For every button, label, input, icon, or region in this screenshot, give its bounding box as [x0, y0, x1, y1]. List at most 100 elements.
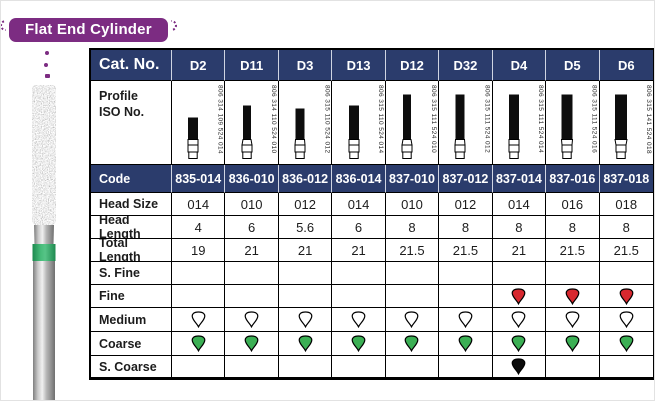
head-size-cell-d5: 016 — [546, 193, 600, 216]
column-header-d6: D6 — [599, 50, 653, 81]
coarse-cell-d5 — [546, 332, 600, 356]
medium-cell-d2 — [172, 308, 226, 332]
profile-drawing-cell-d32: 806 315 111 524 012 — [439, 81, 493, 165]
bur-profile-icon — [348, 105, 360, 159]
grit-diamond-icon — [405, 335, 419, 352]
profile-drawing-cell-d5: 806 315 111 524 016 — [546, 81, 600, 165]
code-cell-d11: 836-010 — [225, 165, 279, 193]
profile-drawing-cell-d3: 806 315 110 524 012 — [278, 81, 333, 165]
iso-number: 806 315 110 524 014 — [376, 85, 384, 154]
profile-drawing-cell-d2: 806 314 109 524 014 — [172, 81, 226, 165]
coarse-cell-d4 — [492, 332, 547, 356]
iso-number: 806 315 111 524 010 — [430, 85, 438, 154]
decorative-dot — [45, 74, 50, 78]
grit-diamond-icon — [458, 335, 473, 352]
grit-diamond-icon — [458, 311, 473, 328]
grit-diamond-icon — [191, 335, 206, 352]
grit-diamond-icon — [619, 287, 634, 305]
head-length-cell-d4: 8 — [492, 216, 547, 239]
head-length-cell-d12: 8 — [385, 216, 440, 239]
table-corner-header: Cat. No. — [91, 50, 172, 81]
profile-drawing-cell-d6: 806 315 141 524 018 — [599, 81, 653, 165]
s-coarse-cell-d3 — [278, 356, 333, 378]
grit-diamond-icon — [405, 311, 419, 328]
page-title: Flat End Cylinder — [9, 18, 168, 42]
head-length-cell-d3: 5.6 — [278, 216, 333, 239]
bur-profile-icon — [454, 94, 466, 159]
grit-diamond-icon — [298, 335, 312, 352]
grit-diamond-icon — [565, 335, 580, 352]
head-size-cell-d32: 012 — [439, 193, 493, 216]
code-cell-d2: 835-014 — [172, 165, 226, 193]
column-header-d12: D12 — [385, 50, 440, 81]
code-cell-d32: 837-012 — [439, 165, 493, 193]
column-header-d3: D3 — [278, 50, 333, 81]
row-label-head-length: Head Length — [91, 216, 172, 239]
fine-cell-d13 — [332, 285, 386, 308]
head-size-cell-d4: 014 — [492, 193, 547, 216]
fine-cell-d32 — [439, 285, 493, 308]
row-label-profile-iso: Profile ISO No. — [91, 81, 172, 165]
head-size-cell-d3: 012 — [278, 193, 333, 216]
iso-number: 806 315 141 524 018 — [644, 85, 652, 155]
grit-diamond-icon — [298, 311, 312, 328]
head-size-cell-d2: 014 — [172, 193, 226, 216]
grit-diamond-icon — [512, 311, 526, 328]
medium-cell-d11 — [225, 308, 279, 332]
iso-number: 806 315 110 524 012 — [323, 85, 331, 154]
profile-drawing-cell-d12: 806 315 111 524 010 — [385, 81, 440, 165]
grit-diamond-icon — [351, 335, 366, 352]
column-header-d13: D13 — [332, 50, 386, 81]
medium-cell-d4 — [492, 308, 547, 332]
s-fine-cell-d13 — [332, 262, 386, 285]
fine-cell-d6 — [599, 285, 653, 308]
medium-cell-d6 — [599, 308, 653, 332]
bur-profile-icon — [508, 94, 520, 159]
spec-table: Cat. No. D2 D11 D3 D13 D12 D32 D4 D5 D6 Profile ISO… — [89, 48, 654, 380]
grit-diamond-icon — [244, 311, 259, 328]
total-length-cell-d11: 21 — [225, 239, 279, 262]
s-fine-cell-d32 — [439, 262, 493, 285]
code-cell-d4: 837-014 — [492, 165, 547, 193]
s-coarse-cell-d11 — [225, 356, 279, 378]
grit-diamond-icon — [619, 335, 634, 352]
row-label-code: Code — [91, 165, 172, 193]
total-length-cell-d4: 21 — [492, 239, 547, 262]
s-fine-cell-d6 — [599, 262, 653, 285]
medium-cell-d3 — [278, 308, 333, 332]
bur-profile-icon — [614, 94, 628, 159]
column-header-d11: D11 — [225, 50, 279, 81]
profile-drawing-cell-d11: 806 314 110 524 010 — [225, 81, 279, 165]
bur-profile-icon — [401, 94, 413, 159]
grit-diamond-icon — [512, 287, 526, 305]
medium-cell-d13 — [332, 308, 386, 332]
s-fine-cell-d2 — [172, 262, 226, 285]
head-size-cell-d12: 010 — [385, 193, 440, 216]
head-length-cell-d6: 8 — [599, 216, 653, 239]
decorative-dot — [44, 63, 48, 67]
s-fine-cell-d3 — [278, 262, 333, 285]
iso-number: 806 314 110 524 010 — [269, 85, 277, 154]
medium-cell-d12 — [385, 308, 440, 332]
coarse-cell-d11 — [225, 332, 279, 356]
profile-drawing-cell-d13: 806 315 110 524 014 — [332, 81, 386, 165]
grit-diamond-icon — [244, 335, 259, 352]
column-header-d32: D32 — [439, 50, 493, 81]
coarse-cell-d12 — [385, 332, 440, 356]
total-length-cell-d12: 21.5 — [385, 239, 440, 262]
fine-cell-d2 — [172, 285, 226, 308]
head-length-cell-d11: 6 — [225, 216, 279, 239]
medium-cell-d5 — [546, 308, 600, 332]
bur-profile-icon — [294, 108, 306, 159]
s-coarse-cell-d4 — [492, 356, 547, 378]
s-fine-cell-d5 — [546, 262, 600, 285]
total-length-cell-d5: 21.5 — [546, 239, 600, 262]
grit-diamond-icon — [619, 311, 634, 328]
grit-diamond-icon — [565, 287, 580, 305]
head-length-cell-d5: 8 — [546, 216, 600, 239]
decorative-dot — [45, 51, 49, 55]
head-length-cell-d2: 4 — [172, 216, 226, 239]
bur-profile-icon — [561, 94, 574, 159]
head-size-cell-d11: 010 — [225, 193, 279, 216]
